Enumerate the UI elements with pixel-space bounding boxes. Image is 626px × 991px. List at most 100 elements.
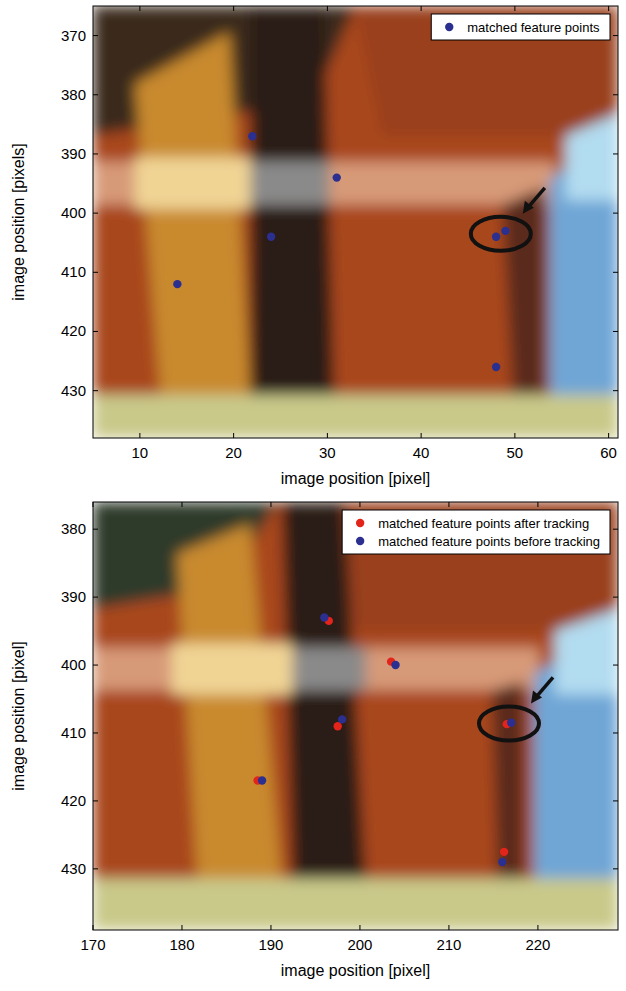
y-tick: [93, 331, 98, 332]
x-tick: [139, 433, 140, 438]
image-region: [93, 6, 618, 438]
image-region: [93, 879, 618, 930]
image-region: [492, 682, 524, 887]
point: [338, 715, 346, 723]
y-tick-label: 400: [61, 656, 86, 673]
y-tick: [93, 153, 98, 154]
y-tick: [613, 665, 618, 666]
x-tick: [270, 502, 271, 507]
y-tick-label: 430: [61, 860, 86, 877]
y-tick: [93, 35, 98, 36]
point: [501, 227, 509, 235]
legend: matched feature points: [431, 14, 610, 40]
image-region: [135, 32, 251, 404]
image-region: [555, 609, 618, 695]
y-tick: [93, 213, 98, 214]
point: [248, 132, 256, 140]
point: [492, 233, 500, 241]
x-tick: [448, 502, 449, 507]
x-tick-label: 10: [132, 444, 149, 461]
y-tick-label: 400: [61, 204, 86, 221]
x-tick: [448, 925, 449, 930]
y-tick: [613, 153, 618, 154]
legend: matched feature points after trackingmat…: [342, 510, 610, 554]
x-tick: [233, 6, 234, 11]
x-tick-label: 210: [436, 936, 461, 953]
x-tick: [93, 925, 94, 930]
image-region: [282, 502, 366, 887]
x-tick-label: 40: [413, 444, 430, 461]
x-tick-label: 20: [225, 444, 242, 461]
y-tick: [93, 529, 98, 530]
x-tick-label: 200: [347, 936, 372, 953]
y-tick-label: 390: [61, 145, 86, 162]
image-region: [93, 395, 618, 438]
x-tick: [421, 6, 422, 11]
x-axis-title: image position [pixel]: [281, 470, 430, 487]
image-region: [93, 502, 618, 930]
y-axis-title: image position [pixel]: [10, 641, 27, 790]
y-tick: [93, 665, 98, 666]
x-tick: [359, 925, 360, 930]
point: [498, 858, 506, 866]
legend-box: [342, 510, 610, 554]
plot-frame: [93, 502, 618, 930]
point: [507, 719, 515, 727]
x-tick: [233, 433, 234, 438]
legend-label: matched feature points after tracking: [378, 516, 589, 531]
x-tick: [421, 433, 422, 438]
y-tick: [613, 213, 618, 214]
x-tick-label: 50: [507, 444, 524, 461]
x-tick: [608, 433, 609, 438]
image-region: [566, 114, 619, 200]
y-tick: [613, 272, 618, 273]
x-tick: [608, 6, 609, 11]
y-tick: [93, 390, 98, 391]
y-tick: [613, 732, 618, 733]
legend-swatch: [356, 519, 364, 527]
x-tick-label: 190: [258, 936, 283, 953]
y-tick: [93, 597, 98, 598]
image-region: [356, 6, 619, 136]
y-tick-label: 420: [61, 322, 86, 339]
point: [258, 776, 266, 784]
image-region: [172, 643, 293, 694]
chart: 170180190200210220380390400410420430imag…: [10, 502, 618, 979]
y-tick-label: 410: [61, 263, 86, 280]
y-tick-label: 380: [61, 86, 86, 103]
y-tick: [613, 390, 618, 391]
image-region: [503, 187, 545, 403]
figure: 102030405060370380390400410420430image p…: [0, 0, 626, 991]
point: [492, 363, 500, 371]
chart: 102030405060370380390400410420430image p…: [10, 6, 618, 487]
y-tick-label: 410: [61, 724, 86, 741]
image-region: [293, 648, 367, 691]
x-tick-label: 170: [80, 936, 105, 953]
image-background: [93, 502, 618, 930]
x-tick: [181, 502, 182, 507]
point: [333, 173, 341, 181]
y-tick: [613, 331, 618, 332]
x-tick-label: 220: [525, 936, 550, 953]
legend-label: matched feature points: [467, 20, 600, 35]
x-tick-label: 30: [319, 444, 336, 461]
y-tick-label: 430: [61, 382, 86, 399]
image-region: [135, 157, 251, 209]
y-tick-label: 420: [61, 792, 86, 809]
image-region: [93, 648, 539, 691]
data-points: [253, 613, 515, 866]
x-tick: [359, 502, 360, 507]
image-region: [251, 6, 335, 403]
y-tick: [613, 35, 618, 36]
x-tick: [537, 925, 538, 930]
image-background: [93, 6, 618, 438]
y-tick: [93, 94, 98, 95]
y-tick: [613, 597, 618, 598]
x-tick: [514, 6, 515, 11]
point: [391, 661, 399, 669]
y-tick: [93, 732, 98, 733]
y-tick-label: 380: [61, 520, 86, 537]
data-points: [173, 132, 510, 371]
annotation: [471, 188, 545, 251]
point: [173, 280, 181, 288]
